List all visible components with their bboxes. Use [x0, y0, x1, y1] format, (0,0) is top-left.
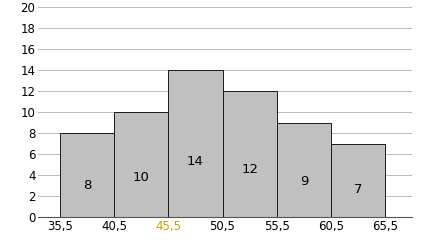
Text: 14: 14	[187, 155, 204, 168]
Text: 7: 7	[354, 183, 362, 196]
Bar	[168, 70, 223, 217]
Text: 8: 8	[83, 179, 91, 192]
Bar	[277, 123, 331, 217]
Text: 9: 9	[300, 175, 308, 188]
Bar	[223, 91, 277, 217]
Bar	[114, 112, 168, 217]
Bar	[60, 133, 114, 217]
Text: 12: 12	[241, 163, 258, 176]
Bar	[331, 144, 385, 217]
Text: 10: 10	[133, 171, 150, 184]
